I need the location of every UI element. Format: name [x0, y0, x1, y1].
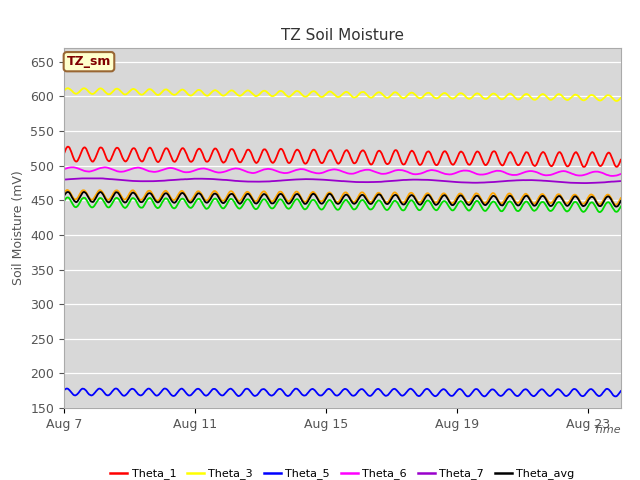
Y-axis label: Soil Moisture (mV): Soil Moisture (mV)	[12, 170, 25, 286]
Theta_1	[415, 162, 423, 168]
Theta_4	[483, 207, 491, 213]
Text: TZ_sm: TZ_sm	[67, 55, 111, 68]
Theta_2	[612, 202, 620, 208]
Theta_avg	[612, 204, 620, 209]
Line: Theta_6: Theta_6	[64, 167, 621, 176]
Theta_2	[617, 195, 625, 201]
Line: Theta_5: Theta_5	[64, 388, 621, 396]
Theta_avg	[81, 189, 88, 195]
Theta_6	[483, 171, 491, 177]
Theta_5	[540, 388, 548, 394]
Theta_3	[612, 98, 620, 104]
Theta_5	[415, 393, 423, 399]
Theta_2	[415, 200, 423, 205]
Theta_2	[384, 199, 392, 204]
Theta_1	[483, 161, 491, 167]
Theta_7	[483, 180, 491, 185]
Theta_2	[95, 188, 102, 193]
Text: Time: Time	[593, 425, 621, 435]
Theta_4	[596, 209, 604, 215]
Theta_3	[415, 95, 423, 101]
Theta_3	[60, 88, 68, 94]
Theta_avg	[483, 201, 491, 207]
Line: Theta_1: Theta_1	[64, 147, 621, 167]
Theta_6	[69, 164, 77, 170]
Theta_7	[60, 177, 68, 182]
Theta_7	[399, 177, 406, 183]
Theta_4	[384, 207, 392, 213]
Line: Theta_avg: Theta_avg	[64, 192, 621, 206]
Theta_7	[384, 178, 392, 184]
Theta_1	[399, 161, 406, 167]
Line: Theta_3: Theta_3	[64, 88, 621, 101]
Theta_1	[60, 151, 68, 156]
Theta_3	[540, 92, 548, 97]
Theta_2	[540, 192, 548, 198]
Theta_6	[415, 171, 423, 177]
Theta_3	[399, 95, 406, 101]
Theta_6	[617, 171, 625, 177]
Theta_3	[81, 85, 88, 91]
Theta_4	[63, 194, 71, 200]
Theta_6	[384, 170, 392, 176]
Theta_avg	[399, 202, 406, 207]
Theta_5	[612, 394, 620, 399]
Theta_2	[63, 187, 71, 193]
Theta_6	[609, 173, 616, 179]
Theta_7	[581, 180, 589, 186]
Theta_2	[483, 199, 491, 204]
Title: TZ Soil Moisture: TZ Soil Moisture	[281, 28, 404, 43]
Theta_avg	[540, 194, 548, 200]
Line: Theta_7: Theta_7	[64, 178, 621, 183]
Theta_2	[60, 191, 68, 196]
Theta_1	[95, 146, 102, 152]
Theta_6	[95, 166, 102, 171]
Theta_6	[540, 172, 548, 178]
Theta_7	[617, 178, 625, 184]
Theta_3	[384, 95, 392, 100]
Theta_5	[617, 388, 625, 394]
Theta_6	[399, 168, 406, 173]
Theta_5	[384, 392, 392, 398]
Theta_4	[60, 199, 68, 204]
Theta_3	[483, 96, 491, 101]
Theta_1	[65, 144, 72, 150]
Theta_7	[415, 177, 423, 182]
Theta_7	[95, 176, 102, 181]
Theta_avg	[384, 201, 392, 207]
Theta_avg	[95, 190, 102, 196]
Theta_avg	[60, 193, 68, 199]
Theta_5	[399, 393, 406, 398]
Theta_3	[95, 86, 102, 92]
Theta_2	[399, 200, 406, 205]
Theta_avg	[617, 198, 625, 204]
Legend: Theta_1, Theta_2, Theta_3, Theta_4, Theta_5, Theta_6, Theta_7, Theta_avg: Theta_1, Theta_2, Theta_3, Theta_4, Thet…	[106, 464, 579, 480]
Theta_5	[60, 387, 68, 393]
Theta_4	[399, 207, 406, 213]
Theta_4	[415, 207, 423, 213]
Theta_6	[60, 167, 68, 172]
Theta_5	[483, 392, 491, 397]
Theta_avg	[415, 202, 423, 207]
Theta_3	[617, 95, 625, 101]
Line: Theta_2: Theta_2	[64, 190, 621, 205]
Theta_7	[89, 175, 97, 181]
Theta_4	[95, 196, 102, 202]
Theta_4	[617, 204, 625, 209]
Theta_4	[540, 200, 548, 205]
Line: Theta_4: Theta_4	[64, 197, 621, 212]
Theta_1	[540, 150, 548, 156]
Theta_1	[580, 164, 588, 170]
Theta_1	[617, 157, 625, 163]
Theta_5	[95, 386, 102, 392]
Theta_7	[540, 178, 548, 184]
Theta_1	[384, 161, 392, 167]
Theta_5	[63, 385, 70, 391]
